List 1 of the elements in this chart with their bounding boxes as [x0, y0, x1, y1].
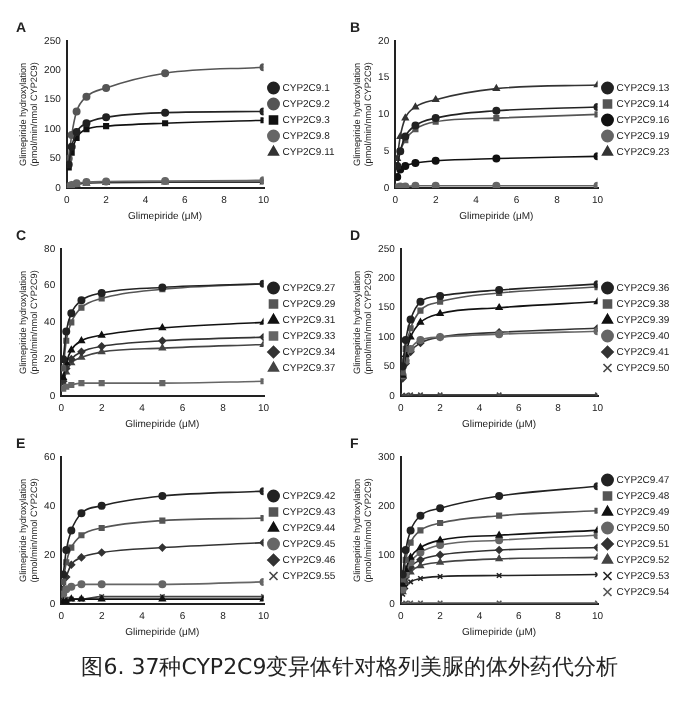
caption: 图6. 37种CYP2C9变异体针对格列美脲的体外药代分析: [79, 652, 621, 682]
